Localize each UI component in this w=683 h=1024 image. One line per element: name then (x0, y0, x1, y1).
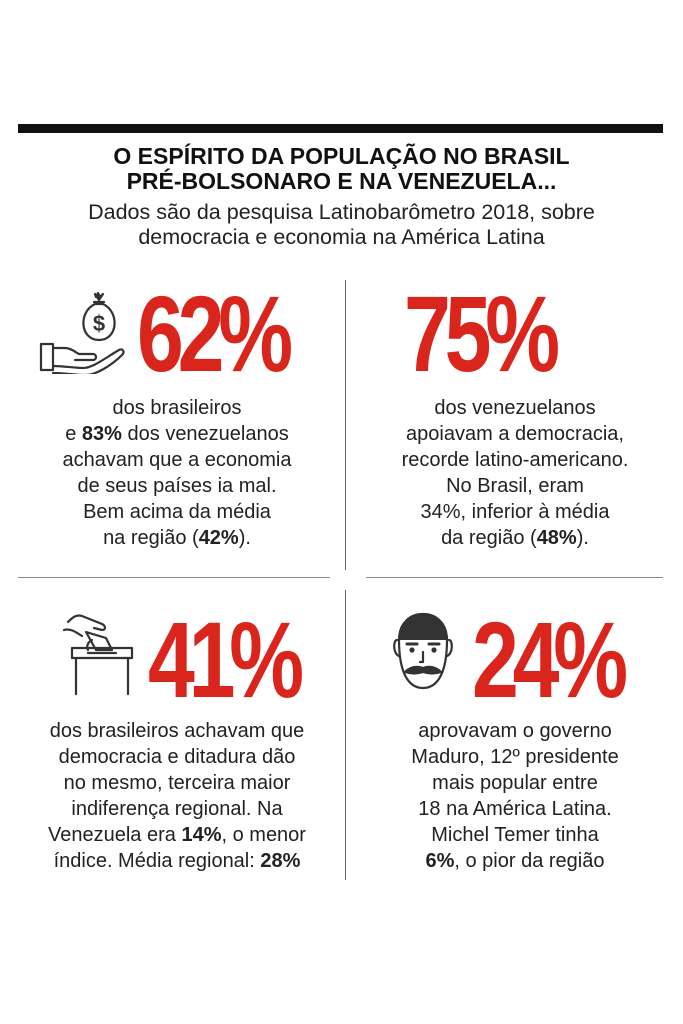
top-rule (18, 124, 663, 133)
money-bag-hand-icon: $ (38, 290, 128, 377)
subtitle-line-2: democracia e economia na América Latina (138, 225, 545, 249)
stat-62: 62% (137, 273, 293, 394)
block-4-text: aprovavam o governo Maduro, 12º presiden… (350, 718, 680, 874)
block-3-text: dos brasileiros achavam que democracia e… (18, 718, 336, 874)
block-1-line: e 83% dos venezuelanos (65, 423, 289, 445)
block-3-line: democracia e ditadura dão (58, 746, 296, 768)
title-line-1: O ESPÍRITO DA POPULAÇÃO NO BRASIL (113, 143, 570, 169)
block-3-line: no mesmo, terceira maior (63, 772, 291, 794)
subtitle-line-1: Dados são da pesquisa Latinobarômetro 20… (88, 200, 595, 224)
page-subtitle: Dados são da pesquisa Latinobarômetro 20… (0, 200, 683, 250)
stat-41: 41% (148, 599, 304, 720)
block-2-line: da região (48%). (441, 527, 589, 549)
block-3-line: dos brasileiros achavam que (49, 720, 305, 742)
block-1-line: na região (42%). (103, 527, 251, 549)
stat-75: 75% (404, 273, 560, 394)
title-line-2: PRÉ-BOLSONARO E NA VENEZUELA... (126, 168, 557, 194)
block-3-line: índice. Média regional: 28% (53, 850, 301, 872)
divider-vertical-top (345, 280, 346, 570)
block-2-text: dos venezuelanos apoiavam a democracia, … (350, 395, 680, 551)
block-4-line: Maduro, 12º presidente (411, 746, 619, 768)
block-4-line: mais popular entre (432, 772, 598, 794)
block-4-line: Michel Temer tinha (431, 824, 599, 846)
block-1-line: dos brasileiros (112, 397, 242, 419)
block-2-line: recorde latino-americano. (401, 449, 629, 471)
block-4-line: aprovavam o governo (418, 720, 612, 742)
block-1-line: achavam que a economia (62, 449, 292, 471)
svg-text:$: $ (93, 311, 105, 336)
block-1-line: de seus países ia mal. (77, 475, 277, 497)
divider-horizontal-left (18, 577, 330, 578)
block-1-text: dos brasileiros e 83% dos venezuelanos a… (18, 395, 336, 551)
block-3-line: Venezuela era 14%, o menor (48, 824, 306, 846)
divider-horizontal-right (366, 577, 663, 578)
page-title: O ESPÍRITO DA POPULAÇÃO NO BRASIL PRÉ-BO… (0, 144, 683, 194)
block-4-line: 6%, o pior da região (425, 850, 605, 872)
stat-24: 24% (472, 599, 628, 720)
maduro-face-icon (385, 610, 461, 698)
block-2-line: apoiavam a democracia, (406, 423, 624, 445)
block-4-line: 18 na América Latina. (418, 798, 612, 820)
block-2-line: No Brasil, eram (446, 475, 584, 497)
block-2-line: 34%, inferior à média (420, 501, 610, 523)
block-1-line: Bem acima da média (83, 501, 271, 523)
ballot-box-icon (58, 610, 138, 700)
block-2-line: dos venezuelanos (434, 397, 596, 419)
divider-vertical-bottom (345, 590, 346, 880)
block-3-line: indiferença regional. Na (71, 798, 283, 820)
